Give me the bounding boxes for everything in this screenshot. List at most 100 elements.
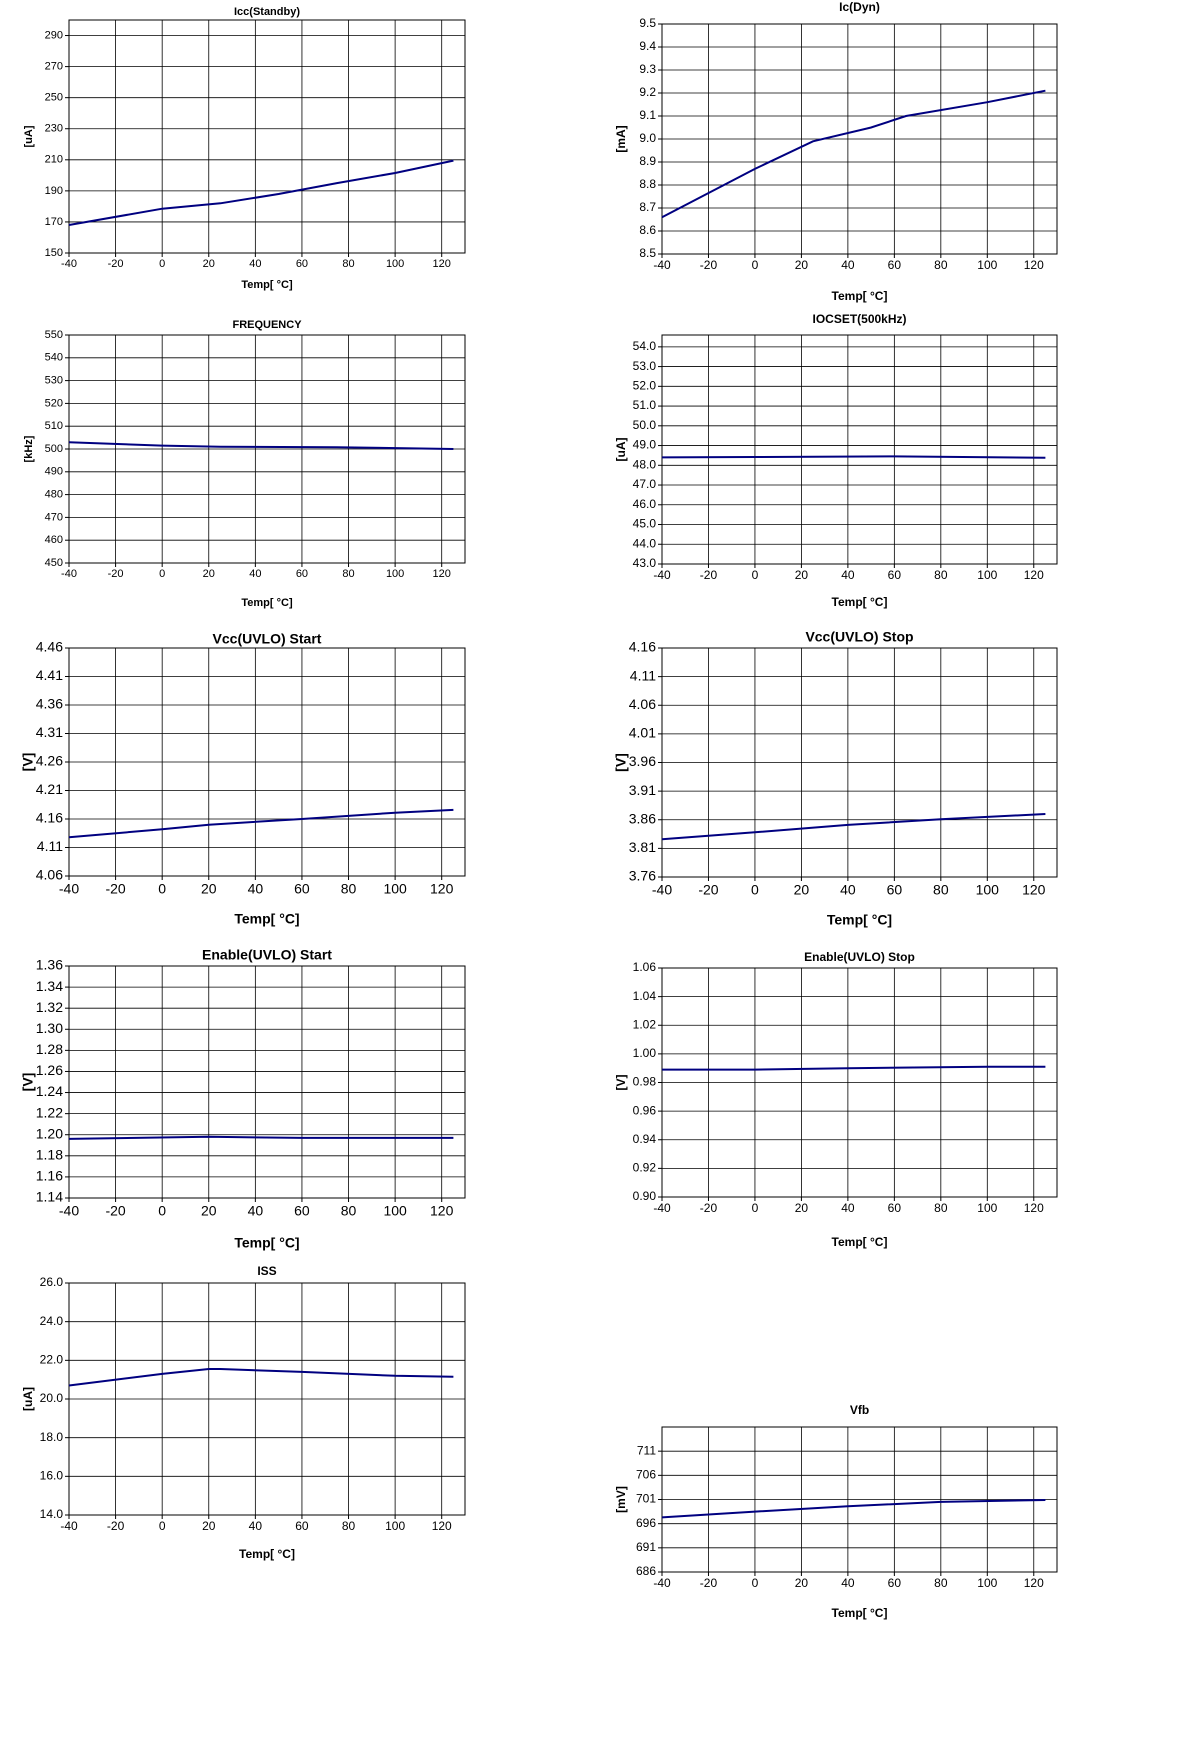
x-tick-label: 40	[248, 881, 264, 897]
x-axis-label: Temp[ °C]	[832, 1606, 888, 1620]
plot-frame	[68, 334, 466, 564]
y-tick-label: 520	[45, 397, 63, 409]
y-tick-label: 1.22	[36, 1104, 63, 1120]
chart-title: ISS	[257, 1264, 276, 1278]
y-tick-label: 14.0	[40, 1507, 64, 1521]
chart-title: Icc(Standby)	[234, 6, 300, 18]
x-tick-label: 60	[294, 881, 310, 897]
y-tick-label: 49.0	[633, 438, 657, 452]
x-tick-label: 40	[248, 1203, 264, 1219]
data-line	[68, 441, 454, 450]
y-tick-label: 9.0	[639, 131, 656, 145]
x-tick-label: -20	[700, 568, 718, 582]
y-tick-label: 1.14	[36, 1189, 63, 1205]
y-axis-label: [V]	[20, 753, 36, 772]
y-tick-label: 0.90	[633, 1189, 657, 1203]
y-axis-label: [mV]	[614, 1486, 628, 1513]
data-line	[68, 808, 454, 839]
y-tick-label: 290	[45, 29, 63, 41]
x-tick-label: 100	[383, 881, 407, 897]
x-tick-label: 120	[432, 1519, 452, 1533]
chart-title: Vcc(UVLO) Stop	[805, 629, 913, 645]
x-tick-label: 40	[840, 882, 856, 898]
y-tick-label: 8.6	[639, 223, 656, 237]
y-tick-label: 230	[45, 123, 63, 135]
data-line	[662, 1065, 1046, 1071]
y-tick-label: 4.31	[36, 724, 63, 740]
x-tick-label: 80	[934, 258, 948, 272]
x-tick-label: 40	[841, 568, 855, 582]
chart-title: Ic(Dyn)	[839, 0, 880, 14]
y-tick-label: 0.94	[633, 1132, 657, 1146]
y-tick-label: 1.32	[36, 999, 63, 1015]
y-tick-label: 490	[45, 466, 63, 478]
y-tick-label: 4.11	[630, 667, 656, 683]
x-tick-label: 120	[1024, 1576, 1044, 1590]
y-tick-label: 686	[636, 1564, 656, 1578]
x-tick-label: -40	[59, 1203, 79, 1219]
y-axis-label: [V]	[614, 1075, 628, 1091]
y-tick-label: 3.76	[629, 868, 656, 884]
y-tick-label: 1.00	[633, 1046, 657, 1060]
chart-title: Enable(UVLO) Start	[202, 947, 332, 963]
x-tick-label: 80	[934, 1576, 948, 1590]
data-line	[68, 1135, 454, 1140]
data-line	[661, 89, 1046, 219]
x-tick-label: 100	[386, 258, 404, 270]
x-tick-label: 20	[201, 881, 217, 897]
x-tick-label: 0	[158, 1203, 166, 1219]
plot-frame	[661, 1426, 1058, 1573]
x-tick-label: 100	[977, 568, 997, 582]
y-tick-label: 18.0	[40, 1430, 64, 1444]
x-tick-label: 20	[795, 1201, 809, 1215]
x-tick-label: 60	[294, 1203, 310, 1219]
y-tick-label: 3.81	[629, 839, 656, 855]
x-tick-label: 80	[341, 1203, 357, 1219]
y-tick-label: 4.06	[629, 696, 656, 712]
y-tick-label: 54.0	[633, 339, 657, 353]
x-tick-label: 80	[341, 881, 357, 897]
x-tick-label: 40	[249, 1519, 263, 1533]
x-axis-label: Temp[ °C]	[832, 289, 888, 303]
x-tick-label: 40	[841, 258, 855, 272]
y-tick-label: 52.0	[633, 378, 657, 392]
x-tick-label: 100	[386, 568, 404, 580]
y-axis-label: [uA]	[23, 125, 35, 147]
x-tick-label: 100	[977, 1576, 997, 1590]
y-tick-label: 22.0	[40, 1353, 64, 1367]
x-axis-label: Temp[ °C]	[827, 912, 892, 928]
x-tick-label: -40	[652, 882, 672, 898]
x-tick-label: 80	[342, 1519, 356, 1533]
chart-title: Vcc(UVLO) Start	[213, 631, 322, 647]
y-tick-label: 0.96	[633, 1103, 657, 1117]
plot-frame	[661, 334, 1058, 565]
y-tick-label: 51.0	[633, 398, 657, 412]
y-tick-label: 46.0	[633, 497, 657, 511]
y-tick-label: 1.28	[36, 1041, 63, 1057]
x-tick-label: 100	[385, 1519, 405, 1533]
y-tick-label: 190	[45, 185, 63, 197]
x-tick-label: 60	[888, 1576, 902, 1590]
y-tick-label: 210	[45, 154, 63, 166]
data-line	[68, 159, 454, 226]
x-tick-label: 20	[795, 1576, 809, 1590]
y-tick-label: 44.0	[633, 536, 657, 550]
x-tick-label: -20	[698, 882, 718, 898]
x-tick-label: 0	[159, 258, 165, 270]
x-tick-label: 100	[383, 1203, 407, 1219]
y-tick-label: 8.9	[639, 154, 656, 168]
x-axis-label: Temp[ °C]	[832, 1235, 888, 1249]
chart-title: Vfb	[850, 1403, 869, 1417]
y-tick-label: 500	[45, 443, 63, 455]
x-tick-label: -40	[60, 1519, 78, 1533]
y-tick-label: 1.06	[633, 960, 657, 974]
x-tick-label: 60	[295, 1519, 309, 1533]
y-tick-label: 550	[45, 329, 63, 341]
y-tick-label: 170	[45, 216, 63, 228]
y-tick-label: 1.24	[36, 1083, 63, 1099]
x-tick-label: 120	[433, 258, 451, 270]
y-tick-label: 9.5	[639, 16, 656, 30]
y-tick-label: 4.06	[36, 867, 63, 883]
y-axis-label: [uA]	[614, 438, 628, 462]
